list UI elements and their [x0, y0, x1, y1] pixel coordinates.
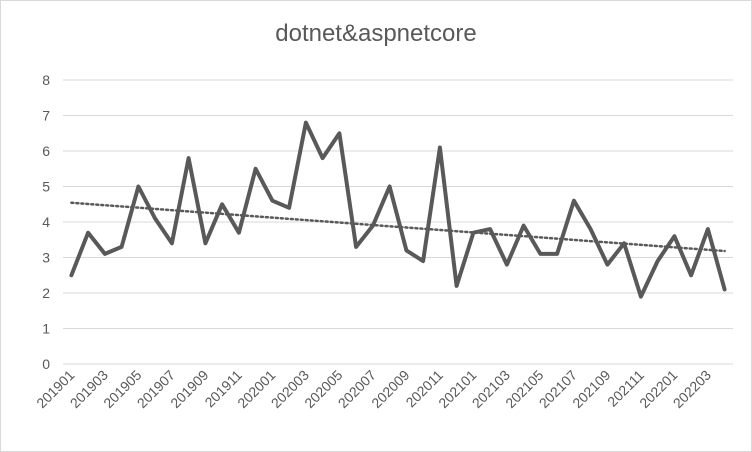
y-tick-label: 6	[42, 143, 50, 159]
series-line	[69, 120, 727, 299]
gridlines	[63, 79, 733, 365]
y-tick-label: 5	[42, 179, 50, 195]
y-tick-label: 1	[42, 321, 50, 337]
x-tick-label: 201909	[167, 367, 211, 411]
x-axis-ticks: 2019012019032019052019072019092019112020…	[33, 367, 714, 411]
series-group	[69, 120, 727, 299]
trendline-group	[70, 201, 726, 253]
y-tick-label: 3	[42, 250, 50, 266]
x-tick-label: 202203	[670, 367, 714, 411]
x-tick-label: 202109	[569, 367, 613, 411]
y-axis-ticks: 0 1 2 3 4 5 6 7 8	[42, 72, 50, 372]
y-tick-label: 2	[42, 285, 50, 301]
trendline	[70, 201, 726, 253]
y-tick-label: 7	[42, 108, 50, 124]
x-tick-label: 202009	[368, 367, 412, 411]
y-tick-label: 8	[42, 72, 50, 88]
chart-title: dotnet&aspnetcore	[275, 20, 477, 47]
y-tick-label: 0	[42, 356, 50, 372]
y-tick-label: 4	[42, 214, 50, 230]
